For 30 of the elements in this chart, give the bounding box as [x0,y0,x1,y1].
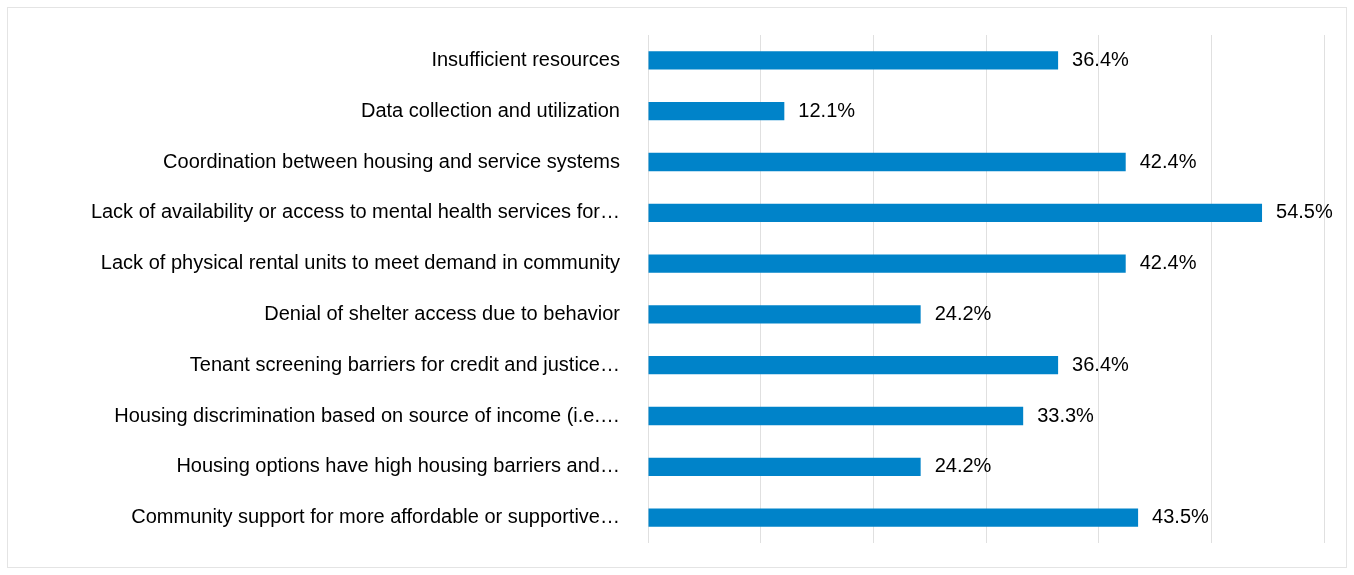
y-tick-label: Denial of shelter access due to behavior [264,301,621,324]
y-tick-label: Data collection and utilization [360,98,620,121]
y-tick-label: Lack of physical rental units to meet demand in community [100,251,620,274]
y-tick-label: Tenant screening barriers for credit and justice… [189,352,620,375]
data-label: 54.5% [1276,200,1333,223]
bar [648,51,1059,70]
data-label: 36.4% [1072,47,1130,70]
data-label: 12.1% [798,98,856,121]
data-label: 24.2% [934,301,992,324]
bar [648,457,921,476]
bar [648,305,921,324]
y-tick-label: Community support for more affordable or supportive… [131,505,620,528]
y-tick-label: Lack of availability or access to mental health services for… [90,200,620,223]
data-label: 24.2% [934,454,992,477]
data-label: 36.4% [1072,352,1130,375]
bar [648,508,1139,527]
data-label: 43.5% [1152,505,1210,528]
bar [648,406,1024,426]
data-label: 42.4% [1139,251,1197,274]
bar [648,102,785,121]
bar [648,152,1126,172]
bar [648,203,1263,222]
data-label: 33.3% [1037,403,1095,426]
y-tick-label: Coordination between housing and service systems [163,149,620,172]
y-tick-label: Housing discrimination based on source of income (i.e.… [114,403,620,426]
data-label: 42.4% [1139,149,1197,172]
bar [648,254,1126,273]
bar [648,356,1059,375]
y-tick-label: Insufficient resources [431,47,620,70]
y-tick-label: Housing options have high housing barriers and… [176,454,620,477]
